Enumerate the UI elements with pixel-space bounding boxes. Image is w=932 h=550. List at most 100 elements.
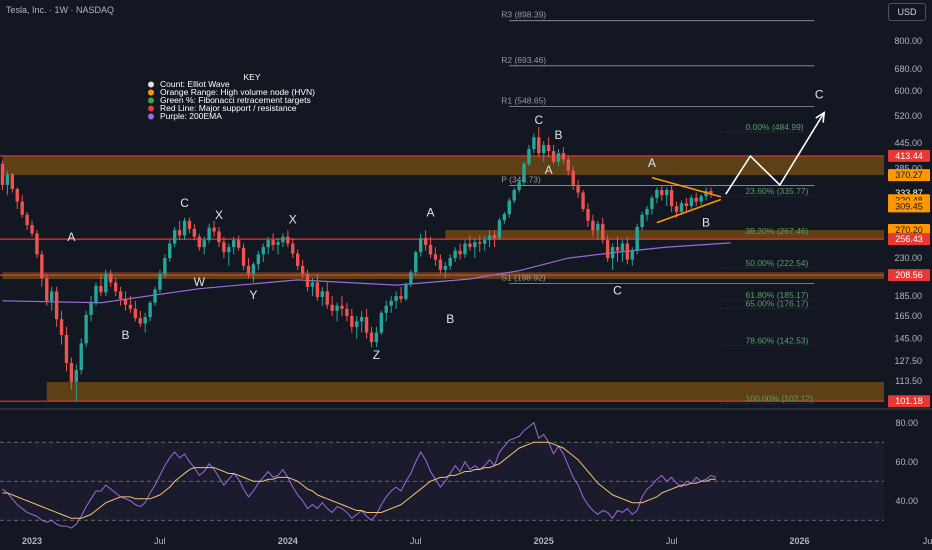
- candle[interactable]: [527, 145, 531, 167]
- candle[interactable]: [546, 137, 551, 158]
- candle[interactable]: [492, 230, 497, 248]
- candle[interactable]: [419, 233, 423, 257]
- candle[interactable]: [0, 160, 5, 190]
- candle[interactable]: [458, 243, 462, 260]
- candle[interactable]: [522, 161, 526, 185]
- candle[interactable]: [551, 145, 556, 164]
- candle[interactable]: [679, 200, 684, 215]
- candle[interactable]: [153, 286, 157, 306]
- candle[interactable]: [325, 282, 329, 309]
- candle[interactable]: [537, 127, 541, 158]
- candle[interactable]: [168, 240, 172, 262]
- candle[interactable]: [266, 236, 270, 255]
- candle[interactable]: [163, 254, 167, 279]
- candle[interactable]: [128, 296, 133, 313]
- candle[interactable]: [478, 235, 482, 253]
- candle[interactable]: [10, 172, 15, 193]
- candle[interactable]: [655, 187, 659, 204]
- candle[interactable]: [50, 286, 54, 311]
- candle[interactable]: [359, 310, 364, 333]
- candle[interactable]: [379, 310, 384, 335]
- candle[interactable]: [59, 310, 64, 345]
- candle[interactable]: [665, 187, 669, 207]
- candle[interactable]: [650, 195, 654, 215]
- candle[interactable]: [423, 230, 428, 251]
- candle[interactable]: [158, 269, 162, 294]
- candle[interactable]: [704, 187, 708, 201]
- candle[interactable]: [591, 214, 595, 237]
- candle[interactable]: [532, 133, 536, 154]
- candle[interactable]: [236, 235, 241, 251]
- candle[interactable]: [443, 261, 447, 279]
- candle[interactable]: [684, 197, 689, 212]
- candle[interactable]: [384, 300, 388, 322]
- candle[interactable]: [433, 247, 438, 266]
- candle[interactable]: [118, 286, 123, 306]
- candle[interactable]: [99, 273, 103, 297]
- candle[interactable]: [694, 192, 698, 207]
- candle[interactable]: [355, 315, 359, 339]
- candle[interactable]: [113, 278, 118, 297]
- currency-button[interactable]: USD: [888, 3, 926, 21]
- candle[interactable]: [25, 211, 29, 231]
- candle[interactable]: [448, 254, 452, 270]
- candle[interactable]: [369, 326, 374, 348]
- candle[interactable]: [241, 243, 246, 270]
- candle[interactable]: [566, 156, 570, 176]
- price-axis[interactable]: 800.00 680.00 600.00 520.00 445.00 385.00 333.…: [888, 36, 930, 408]
- candle[interactable]: [399, 286, 403, 303]
- candle[interactable]: [487, 230, 492, 248]
- candle[interactable]: [615, 236, 620, 262]
- candle[interactable]: [202, 236, 206, 255]
- candle[interactable]: [227, 243, 231, 266]
- candle[interactable]: [364, 308, 369, 339]
- candle[interactable]: [561, 147, 566, 164]
- candle[interactable]: [581, 189, 585, 212]
- candle[interactable]: [463, 240, 467, 259]
- candle[interactable]: [20, 195, 24, 218]
- candle[interactable]: [109, 269, 113, 287]
- candle[interactable]: [232, 236, 236, 255]
- candle[interactable]: [84, 310, 88, 348]
- candle[interactable]: [251, 261, 256, 283]
- candle[interactable]: [438, 254, 443, 274]
- candle[interactable]: [54, 286, 59, 327]
- candle[interactable]: [394, 291, 398, 309]
- candle[interactable]: [281, 233, 285, 248]
- candle[interactable]: [699, 194, 703, 205]
- candle[interactable]: [182, 217, 187, 241]
- candle[interactable]: [340, 296, 344, 316]
- candle[interactable]: [138, 310, 142, 327]
- candle[interactable]: [64, 326, 69, 372]
- candle[interactable]: [222, 236, 226, 259]
- candle[interactable]: [276, 238, 280, 255]
- candle[interactable]: [320, 286, 324, 306]
- candle[interactable]: [635, 223, 639, 255]
- candle[interactable]: [517, 180, 521, 193]
- candle[interactable]: [542, 141, 546, 162]
- candle[interactable]: [709, 187, 713, 198]
- candle[interactable]: [133, 300, 138, 322]
- candle[interactable]: [300, 259, 305, 279]
- candle[interactable]: [596, 220, 600, 241]
- candle[interactable]: [217, 226, 221, 248]
- candle[interactable]: [5, 170, 10, 196]
- candle[interactable]: [69, 357, 74, 390]
- candle[interactable]: [94, 282, 98, 306]
- candle[interactable]: [507, 197, 511, 218]
- candle[interactable]: [605, 235, 610, 262]
- candle[interactable]: [453, 247, 457, 262]
- candle[interactable]: [30, 220, 34, 237]
- candle[interactable]: [315, 273, 320, 301]
- candle[interactable]: [556, 149, 561, 167]
- candle[interactable]: [40, 250, 44, 287]
- candle[interactable]: [620, 240, 625, 262]
- candle[interactable]: [45, 273, 49, 306]
- candle[interactable]: [576, 180, 580, 198]
- candle[interactable]: [404, 282, 408, 301]
- candle[interactable]: [409, 269, 413, 287]
- candle[interactable]: [374, 326, 379, 348]
- candle[interactable]: [148, 300, 152, 322]
- candles[interactable]: [0, 127, 713, 402]
